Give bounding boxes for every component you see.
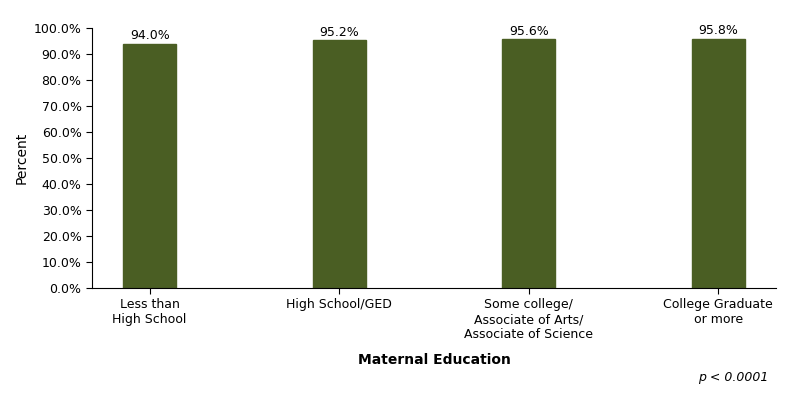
Y-axis label: Percent: Percent — [14, 132, 28, 184]
Bar — [502, 40, 555, 288]
Text: 95.8%: 95.8% — [698, 24, 738, 37]
Text: 95.2%: 95.2% — [319, 26, 359, 39]
Bar — [313, 40, 366, 288]
Text: 95.6%: 95.6% — [509, 25, 549, 38]
Bar — [123, 44, 176, 288]
Bar — [692, 39, 745, 288]
Text: p < 0.0001: p < 0.0001 — [698, 371, 768, 384]
Text: 94.0%: 94.0% — [130, 29, 170, 42]
X-axis label: Maternal Education: Maternal Education — [358, 352, 510, 366]
